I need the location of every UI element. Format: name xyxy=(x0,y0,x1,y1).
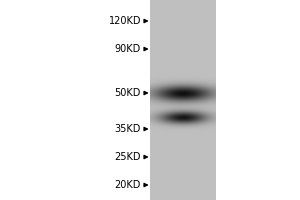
Text: 35KD: 35KD xyxy=(115,124,141,134)
Text: 25KD: 25KD xyxy=(115,152,141,162)
Text: 20KD: 20KD xyxy=(115,180,141,190)
Text: 120KD: 120KD xyxy=(109,16,141,26)
Text: 90KD: 90KD xyxy=(115,44,141,54)
Text: 50KD: 50KD xyxy=(115,88,141,98)
